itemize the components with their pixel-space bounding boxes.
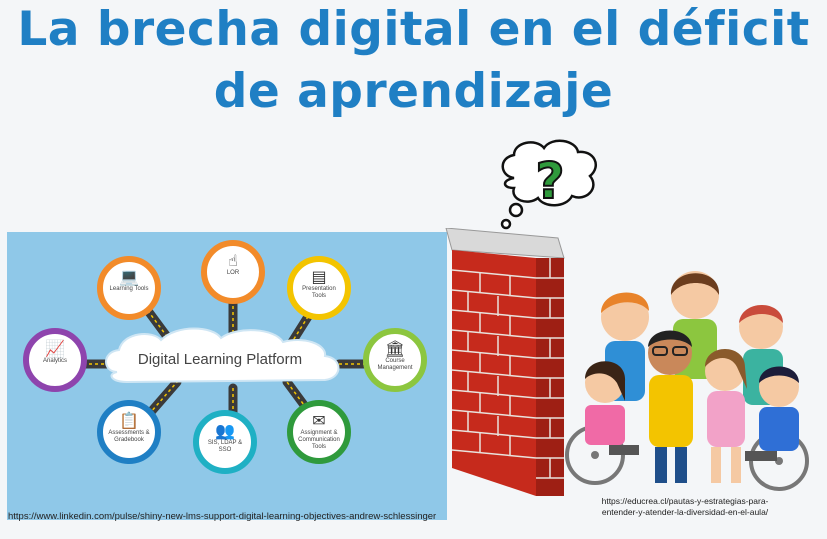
digital-learning-platform-diagram: Digital Learning Platform 💻 Learning Too…	[7, 232, 447, 520]
laptop-icon: 💻	[119, 267, 139, 286]
chart-icon: 📈	[45, 339, 65, 358]
node-learning-tools: 💻 Learning Tools	[97, 256, 161, 320]
node-lor: ☝ LOR	[201, 240, 265, 304]
node-assessments-gradebook: 📋 Assessments & Gradebook	[97, 400, 161, 464]
brick-wall	[445, 228, 565, 496]
node-presentation-tools: ▤ Presentation Tools	[287, 256, 351, 320]
platform-cloud	[105, 327, 340, 384]
slide-title-line-2: de aprendizaje	[213, 64, 614, 119]
slide-title-line-1: La brecha digital en el déficit	[17, 2, 810, 57]
platform-label: Digital Learning Platform	[137, 351, 303, 368]
building-icon: 🏛	[384, 339, 406, 358]
pointer-hand-icon: ☝	[228, 251, 238, 270]
node-assignment-communication: ✉ Assignment & Communication Tools	[287, 400, 351, 464]
node-course-management: 🏛 Course Management	[363, 328, 427, 392]
presentation-board-icon: ▤	[311, 267, 327, 286]
source-link-educrea[interactable]: https://educrea.cl/pautas-y-estrategias-…	[601, 496, 769, 517]
thought-bubble: ?	[500, 139, 597, 230]
node-analytics: 📈 Analytics	[23, 328, 87, 392]
envelope-icon: ✉	[312, 411, 326, 430]
question-mark-icon: ?	[535, 152, 564, 210]
clipboard-icon: 📋	[119, 411, 139, 430]
node-sis-ldap-sso: 👥 SIS, LDAP & SSO	[193, 410, 257, 474]
source-link-linkedin[interactable]: https://www.linkedin.com/pulse/shiny-new…	[8, 511, 437, 522]
people-network-icon: 👥	[215, 421, 235, 440]
children-group-illustration	[565, 271, 809, 491]
